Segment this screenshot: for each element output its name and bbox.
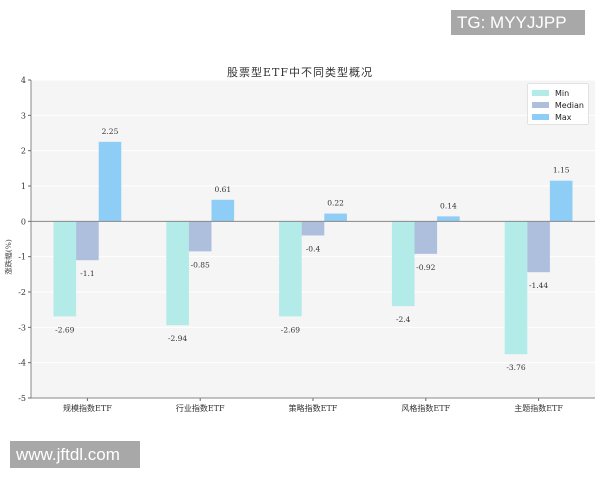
data-label: -2.94 — [168, 334, 187, 343]
x-tick-label: 主题指数ETF — [514, 403, 563, 413]
data-label: 2.25 — [102, 127, 119, 136]
y-tick-label: -2 — [18, 288, 26, 297]
y-tick-label: 2 — [21, 147, 26, 156]
bar-median — [527, 221, 550, 273]
bar-median — [188, 221, 212, 252]
bar-max — [549, 180, 573, 222]
data-label: 1.15 — [553, 166, 570, 175]
bar-max — [437, 216, 460, 222]
bar-min — [279, 221, 302, 317]
watermark-top: TG: MYYJJPP — [451, 10, 585, 35]
bar-min — [53, 221, 77, 317]
y-tick-label: 1 — [21, 182, 26, 191]
data-label: 0.22 — [327, 199, 344, 208]
bar-min — [391, 221, 415, 307]
data-label: -0.4 — [306, 244, 321, 253]
legend-item: Median — [532, 99, 584, 111]
y-axis-label: 涨跌幅(%) — [3, 239, 13, 275]
y-tick-label: -1 — [18, 253, 26, 262]
bar-median — [76, 221, 99, 261]
data-label: 0.61 — [214, 185, 231, 194]
legend-label: Median — [554, 100, 584, 110]
legend-swatch — [532, 114, 549, 120]
y-tick-label: 3 — [21, 111, 26, 120]
chart-legend: Min Median Max — [527, 83, 589, 125]
bar-median — [414, 221, 438, 254]
watermark-bottom: www.jftdl.com — [10, 441, 140, 468]
legend-label: Max — [555, 112, 572, 122]
bar-max — [98, 141, 122, 222]
data-label: -1.1 — [80, 269, 94, 278]
legend-item: Max — [532, 111, 584, 123]
x-tick-label: 行业指数ETF — [176, 403, 225, 413]
data-label: -3.76 — [506, 363, 525, 372]
data-label: -2.69 — [281, 325, 300, 334]
data-label: -2.4 — [396, 315, 411, 324]
data-label: 0.14 — [440, 201, 457, 210]
bar-min — [166, 221, 189, 326]
x-tick-label: 风格指数ETF — [401, 403, 450, 413]
bar-min — [504, 221, 528, 355]
y-tick-label: 4 — [21, 76, 26, 85]
legend-swatch — [532, 102, 549, 108]
legend-label: Min — [555, 88, 570, 98]
bar-max — [211, 199, 235, 222]
chart-title: 股票型ETF中不同类型概况 — [227, 66, 373, 79]
data-label: -2.69 — [55, 325, 74, 334]
y-tick-label: -5 — [18, 394, 26, 403]
y-tick-label: -4 — [18, 359, 26, 368]
bar-max — [324, 213, 347, 222]
x-tick-label: 策略指数ETF — [289, 403, 338, 413]
legend-item: Min — [532, 87, 584, 99]
bar-median — [301, 221, 325, 236]
x-tick-label: 规模指数ETF — [63, 403, 112, 413]
legend-swatch — [532, 90, 549, 96]
y-tick-label: 0 — [21, 217, 26, 226]
plot-area — [31, 80, 595, 398]
data-label: -0.85 — [191, 260, 210, 269]
y-tick-label: -3 — [18, 323, 26, 332]
data-label: -1.44 — [529, 281, 548, 290]
data-label: -0.92 — [416, 263, 435, 272]
